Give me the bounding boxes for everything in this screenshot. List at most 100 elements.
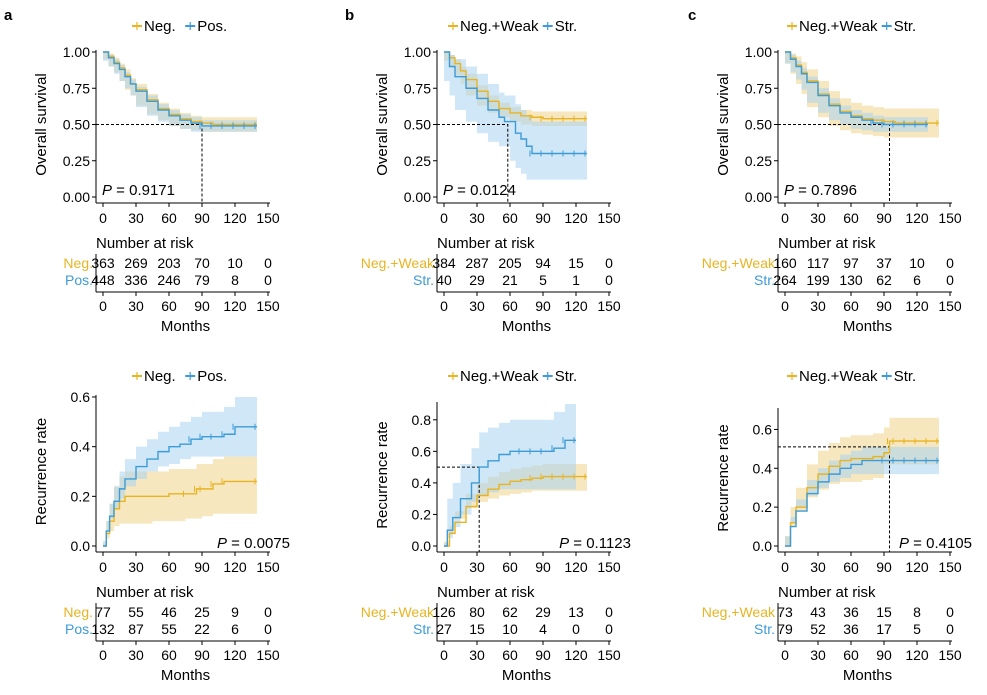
panel-letter-a: a: [4, 7, 13, 24]
panel-c-risk-label-0: Neg.+Weak: [702, 255, 776, 271]
panel-b2-legend-label-1: Str.: [555, 368, 578, 385]
panel-b-xtick-label-2: 60: [502, 210, 518, 226]
panel-a2-ylabel: Recurrence rate: [33, 418, 50, 526]
panel-c-ytick-label-3: 0.75: [745, 80, 772, 96]
panel-c-ytick-label-0: 0.00: [745, 189, 772, 205]
panel-c2-risk-cell-0-1: 43: [810, 604, 826, 620]
panel-a-risk-xtick-label-3: 90: [194, 298, 210, 314]
panel-c-xtick-label-1: 30: [810, 210, 826, 226]
panel-c-risk-cell-0-4: 10: [909, 255, 925, 271]
panel-c-ylabel: Overall survival: [715, 73, 732, 176]
panel-a-risk-cell-0-1: 269: [124, 255, 148, 271]
panel-c2-xtick-label-0: 0: [781, 559, 789, 575]
panel-c2-risk-cell-1-1: 52: [810, 621, 826, 637]
panel-c-risk-cell-1-3: 62: [876, 272, 892, 288]
panel-a-risk-xtick-label-4: 120: [223, 298, 247, 314]
panel-c2-ylabel: Recurrence rate: [715, 424, 732, 532]
panel-c2-xtick-label-1: 30: [810, 559, 826, 575]
panel-b2-risk-cell-0-0: 126: [432, 604, 456, 620]
panel-b-risk-xtick-label-4: 120: [564, 298, 588, 314]
panel-c2-ytick-label-1: 0.2: [753, 499, 773, 515]
panel-a2-risk-cell-0-1: 55: [128, 604, 144, 620]
panel-c-xtick-label-2: 60: [843, 210, 859, 226]
panel-b2-risk-label-1: Str.: [413, 621, 434, 637]
panel-a-risk-xtick-label-5: 150: [256, 298, 280, 314]
panel-b2-legend-label-0: Neg.+Weak: [460, 368, 539, 385]
panel-c-ytick-label-2: 0.50: [745, 117, 772, 133]
panel-b-risk-cell-0-1: 287: [465, 255, 489, 271]
panel-c2-risk-xtick-label-5: 150: [938, 647, 962, 663]
panel-a-risk-label-0: Neg.: [63, 255, 93, 271]
panel-c-curve-1: [785, 51, 928, 126]
panel-a2-risk-label-0: Neg.: [63, 604, 93, 620]
panel-c2-risk-label-0: Neg.+Weak: [702, 604, 776, 620]
panel-c-risk-cell-1-0: 264: [773, 272, 797, 288]
panel-c2-risk-xtick-label-2: 60: [843, 647, 859, 663]
panel-b-ytick-label-4: 1.00: [404, 44, 431, 60]
panel-b2-curve-1: [444, 439, 576, 547]
panel-b2-ylabel: Recurrence rate: [374, 421, 391, 529]
panel-b-risk-label-1: Str.: [413, 272, 434, 288]
panel-c-risk-cell-0-1: 117: [807, 255, 830, 271]
panel-b2-risk-cell-0-3: 29: [535, 604, 551, 620]
panel-a2-risk-xtick-label-2: 60: [161, 647, 177, 663]
panel-c-xtick-label-3: 90: [876, 210, 892, 226]
panel-a2-risk-cell-0-4: 9: [231, 604, 239, 620]
panel-b-xtick-label-3: 90: [535, 210, 551, 226]
panel-c2-xtick-label-4: 120: [905, 559, 929, 575]
panel-a-risk-cell-1-0: 448: [91, 272, 115, 288]
panel-c-risk-cell-0-3: 37: [876, 255, 892, 271]
panel-a2-risk-xtick-label-0: 0: [99, 647, 107, 663]
panel-b2-ytick-label-4: 0.8: [412, 412, 432, 428]
panel-c-risk-cell-0-2: 97: [843, 255, 859, 271]
panel-c-ytick-label-4: 1.00: [745, 44, 772, 60]
panel-c-risk-title: Number at risk: [778, 235, 876, 252]
panel-a2-risk-xtick-label-3: 90: [194, 647, 210, 663]
panel-b2-risk-cell-0-5: 0: [605, 604, 613, 620]
panel-c-risk-cell-1-1: 199: [806, 272, 830, 288]
panel-a2-ytick-label-3: 0.6: [71, 389, 91, 405]
panel-b-xtick-label-4: 120: [564, 210, 588, 226]
panel-c2-risk-cell-0-0: 73: [777, 604, 793, 620]
panel-a-xtick-label-4: 120: [223, 210, 247, 226]
panel-c2-xtick-label-3: 90: [876, 559, 892, 575]
panel-a2-xtick-label-4: 120: [223, 559, 247, 575]
panel-a-risk-title: Number at risk: [96, 235, 194, 252]
panel-c2-xtick-label-5: 150: [938, 559, 962, 575]
panel-c-risk-cell-1-2: 130: [839, 272, 863, 288]
panel-c2-risk-cell-1-2: 36: [843, 621, 859, 637]
panel-b2-ytick-label-0: 0.0: [412, 538, 432, 554]
panel-c-risk-xtick-label-0: 0: [781, 298, 789, 314]
panel-a2-pvalue: P = 0.0075: [217, 535, 290, 552]
panel-a-risk-cell-1-2: 246: [157, 272, 181, 288]
panel-c2-risk-xtick-label-0: 0: [781, 647, 789, 663]
panel-b-risk-label-0: Neg.+Weak: [361, 255, 435, 271]
panel-a-xtick-label-1: 30: [128, 210, 144, 226]
panel-c-pvalue: P = 0.7896: [784, 182, 857, 199]
panel-a2-xtick-label-0: 0: [99, 559, 107, 575]
panel-b-ytick-label-1: 0.25: [404, 153, 431, 169]
panel-c2-risk-cell-1-3: 17: [876, 621, 892, 637]
panel-c-legend-label-0: Neg.+Weak: [799, 18, 878, 35]
panel-c2-xtick-label-2: 60: [843, 559, 859, 575]
panel-b-risk-xtick-label-3: 90: [535, 298, 551, 314]
panel-a-risk-cell-0-4: 10: [227, 255, 243, 271]
panel-c2-risk-xtick-label-3: 90: [876, 647, 892, 663]
panel-a2-risk-cell-1-0: 132: [91, 621, 115, 637]
panel-a2-legend-label-0: Neg.: [144, 368, 176, 385]
panel-b-xtick-label-0: 0: [440, 210, 448, 226]
panel-c-ci-band-0: [785, 52, 939, 138]
panel-a2-risk-cell-0-5: 0: [264, 604, 272, 620]
panel-c2-risk-cell-0-2: 36: [843, 604, 859, 620]
panel-a-curve-0: [103, 51, 257, 126]
panel-b2-ytick-label-3: 0.6: [412, 443, 432, 459]
panel-a2-ytick-label-1: 0.2: [71, 488, 91, 504]
panel-b2-risk-cell-1-3: 4: [539, 621, 547, 637]
panel-b2-risk-xtick-label-5: 150: [597, 647, 621, 663]
panel-a2-risk-cell-0-3: 25: [194, 604, 210, 620]
panel-b2-curve-0: [444, 475, 587, 547]
panel-b-ylabel: Overall survival: [374, 73, 391, 176]
panel-c2-risk-cell-0-3: 15: [876, 604, 892, 620]
panel-b-risk-cell-0-0: 384: [432, 255, 456, 271]
panel-a2-risk-cell-1-2: 55: [161, 621, 177, 637]
